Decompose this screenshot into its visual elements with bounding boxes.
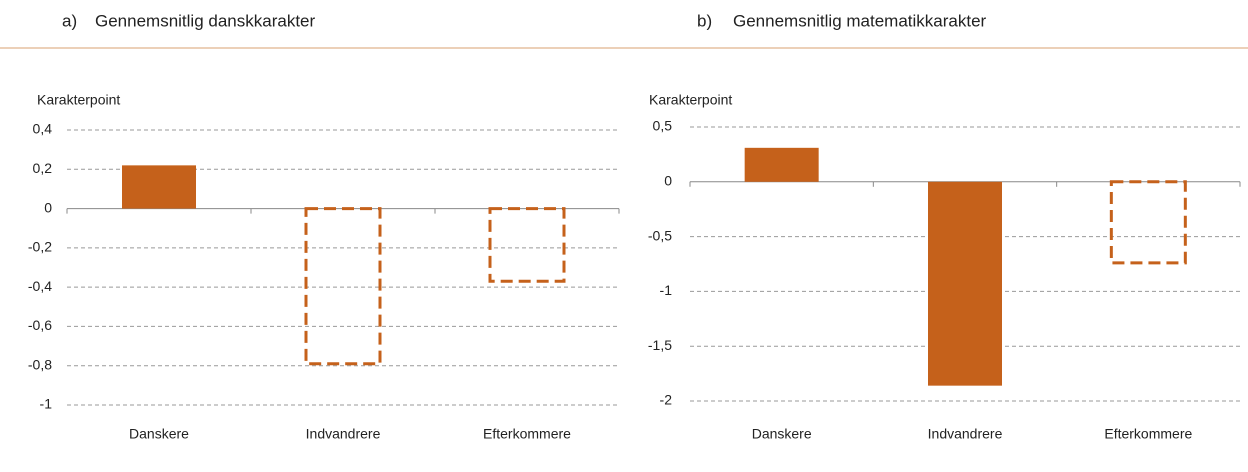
y-tick-label: -1 — [660, 282, 673, 298]
y-tick-label: 0,4 — [33, 121, 53, 137]
y-axis-label: Karakterpoint — [37, 92, 120, 108]
x-tick-label: Danskere — [752, 426, 812, 442]
panel-label: b) — [697, 11, 712, 30]
y-tick-label: -0,8 — [28, 356, 52, 372]
y-tick-label: -1,5 — [648, 337, 672, 353]
y-tick-label: -1 — [40, 396, 53, 412]
y-tick-label: -0,4 — [28, 278, 52, 294]
y-tick-label: 0,2 — [33, 160, 53, 176]
x-tick-label: Efterkommere — [1104, 426, 1192, 442]
x-tick-label: Indvandrere — [928, 426, 1003, 442]
x-tick-label: Danskere — [129, 426, 189, 442]
y-tick-label: -0,2 — [28, 239, 52, 255]
bar — [488, 207, 566, 283]
bar — [304, 207, 382, 366]
y-tick-label: -0,5 — [648, 227, 672, 243]
bar — [744, 147, 819, 182]
y-tick-label: -2 — [660, 392, 673, 408]
chart-title: Gennemsnitlig danskkarakter — [95, 11, 316, 30]
panel-label: a) — [62, 11, 77, 30]
x-tick-label: Indvandrere — [306, 426, 381, 442]
chart-title: Gennemsnitlig matematikkarakter — [733, 11, 987, 30]
bar — [122, 165, 196, 209]
y-tick-label: 0 — [44, 199, 52, 215]
y-tick-label: 0,5 — [653, 118, 673, 134]
bar — [928, 181, 1002, 386]
y-axis-label: Karakterpoint — [649, 92, 732, 108]
y-tick-label: 0 — [664, 173, 672, 189]
x-tick-label: Efterkommere — [483, 426, 571, 442]
bar — [1109, 180, 1187, 265]
y-tick-label: -0,6 — [28, 317, 52, 333]
